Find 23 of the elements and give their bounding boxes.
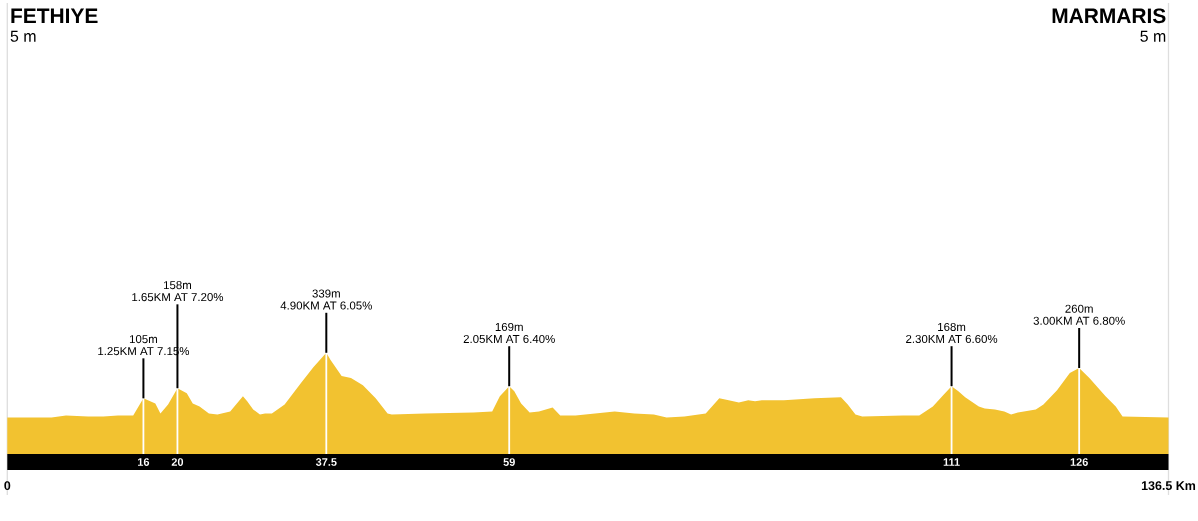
text: 5 m [10,30,36,42]
annotation: 1.65KM AT 7.20% [132,293,224,302]
ref-line-label: 111 [943,458,960,466]
text: 260m [1065,304,1093,313]
ref-line-label: 16 [138,458,150,466]
ref-line-label: 20 [171,458,184,466]
ref-line-label: 59 [503,458,515,466]
annotation: 4.90KM AT 6.05% [280,301,372,310]
ref-line-label: 126 [1070,458,1088,466]
x-tick-label: 136.5 Km [1141,481,1196,491]
text: 339m [312,289,340,298]
annotation: 2.05KM AT 6.40% [463,334,555,343]
annotation: 2.30KM AT 6.60% [906,334,998,343]
text: 168m [938,322,966,331]
ref-line-label: 37.5 [315,458,337,466]
annotation: 3.00KM AT 6.80% [1033,316,1125,325]
text: 105m [129,335,157,344]
text: 158m [163,281,191,290]
x-tick-label: 0 [4,481,11,491]
text: FETHIYE [11,8,98,23]
text: 169m [495,322,523,331]
text: 5 m [1140,30,1166,42]
text: MARMARIS [1052,8,1166,24]
